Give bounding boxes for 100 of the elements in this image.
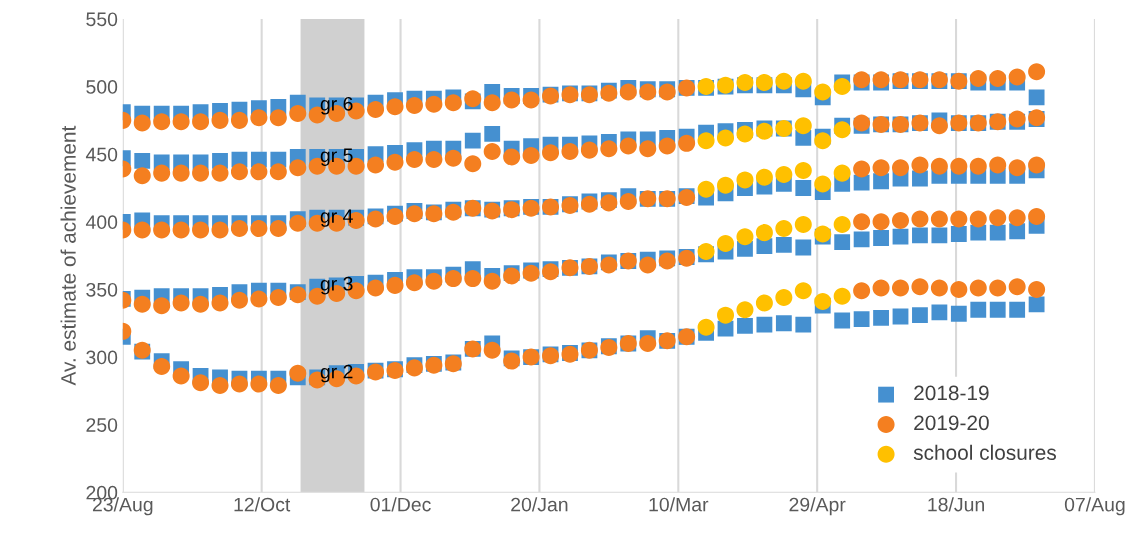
point	[970, 224, 987, 241]
point	[950, 226, 967, 242]
y-tick-label: 500	[86, 80, 118, 94]
point	[969, 279, 987, 297]
point	[153, 113, 171, 131]
point	[794, 216, 812, 234]
point	[969, 210, 987, 228]
legend-label: school closures	[913, 444, 1056, 460]
point	[211, 111, 229, 129]
point	[464, 155, 482, 173]
point	[192, 221, 210, 239]
point	[678, 134, 696, 152]
y-tick-label: 550	[86, 12, 118, 27]
point	[464, 132, 481, 149]
point	[950, 305, 967, 322]
point	[230, 291, 248, 309]
point	[736, 301, 754, 319]
point	[1008, 159, 1026, 177]
point	[153, 221, 171, 239]
point	[192, 374, 210, 392]
point	[386, 98, 404, 116]
point	[930, 210, 948, 228]
point	[425, 272, 443, 290]
point	[950, 210, 968, 228]
x-tick-label: 01/Dec	[370, 497, 431, 512]
point	[853, 282, 871, 300]
point	[814, 293, 832, 311]
point	[619, 83, 637, 101]
point	[269, 376, 287, 394]
point	[931, 227, 948, 244]
point	[873, 230, 889, 246]
point	[561, 142, 579, 160]
point	[736, 228, 754, 246]
point	[736, 171, 754, 189]
point	[405, 151, 423, 169]
point	[192, 295, 210, 313]
point	[172, 113, 190, 131]
point	[717, 176, 735, 194]
legend-label: 2019-20	[914, 415, 989, 431]
point	[211, 221, 229, 239]
point	[969, 157, 987, 175]
point	[1028, 296, 1045, 313]
point	[697, 180, 715, 198]
annotation: gr 6	[320, 96, 353, 115]
point	[172, 294, 190, 312]
point	[1008, 68, 1026, 86]
point	[172, 367, 190, 385]
point	[814, 175, 832, 193]
point	[717, 129, 735, 147]
point	[1008, 209, 1026, 227]
point	[930, 157, 948, 175]
point	[892, 211, 910, 229]
point	[775, 220, 793, 238]
point	[503, 148, 521, 166]
point	[911, 156, 929, 174]
point	[483, 272, 501, 290]
point	[405, 274, 423, 292]
point	[211, 164, 229, 182]
point	[153, 297, 171, 315]
point	[250, 375, 268, 393]
point	[367, 101, 385, 119]
point	[794, 72, 812, 90]
point	[367, 279, 385, 297]
x-tick-label: 10/Mar	[649, 497, 709, 512]
point	[970, 301, 987, 318]
point	[230, 163, 248, 181]
y-tick-label: 450	[85, 147, 118, 162]
point	[639, 140, 657, 158]
point	[639, 335, 657, 353]
point	[230, 220, 248, 238]
point	[794, 117, 812, 135]
point	[619, 137, 637, 155]
point	[697, 132, 715, 150]
point	[717, 234, 735, 252]
point	[775, 165, 793, 183]
point	[989, 69, 1007, 87]
x-tick-label: 20/Jan	[511, 497, 568, 512]
point	[833, 78, 851, 96]
point	[912, 227, 928, 244]
point	[444, 149, 462, 167]
point	[717, 306, 735, 324]
point	[833, 164, 851, 182]
point	[737, 318, 753, 334]
point	[1028, 89, 1045, 106]
point	[250, 163, 268, 181]
point	[912, 307, 928, 324]
point	[931, 304, 948, 321]
point	[892, 308, 909, 325]
point	[833, 216, 851, 234]
point	[892, 159, 910, 177]
x-tick-label: 18/Jun	[928, 497, 984, 512]
point	[464, 270, 482, 288]
point	[930, 117, 948, 135]
point	[1028, 63, 1046, 81]
point	[133, 114, 151, 132]
point	[989, 279, 1007, 297]
point	[250, 290, 268, 308]
point	[892, 228, 909, 245]
point	[814, 83, 832, 101]
point	[405, 96, 423, 114]
